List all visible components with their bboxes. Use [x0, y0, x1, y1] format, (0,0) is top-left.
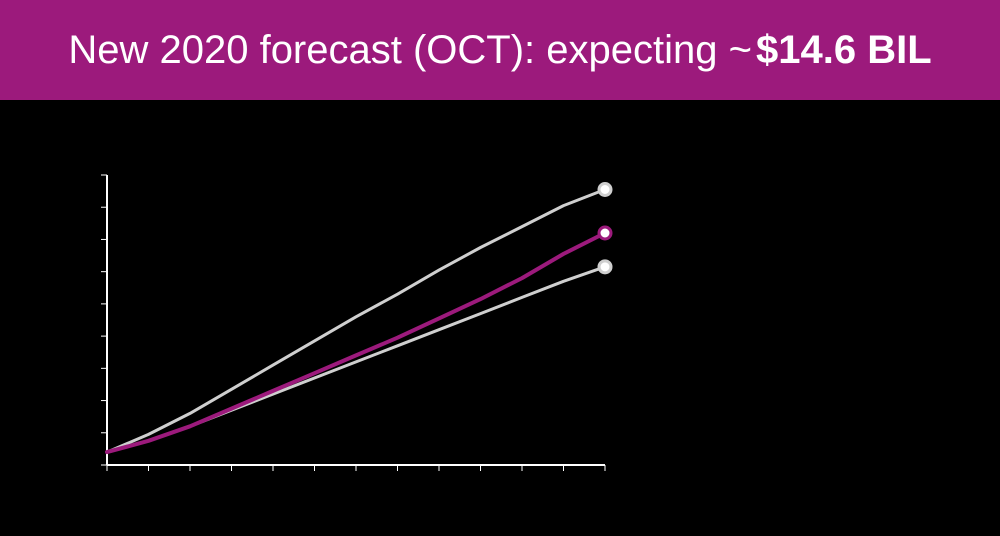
series-line-upper [105, 188, 607, 454]
series-endpoint-lower [597, 259, 613, 275]
series-line-lower [105, 265, 607, 454]
header-title-lead: New 2020 forecast (OCT): expecting ~ [68, 27, 752, 72]
series-endpoint-upper [597, 182, 613, 197]
series-line-forecast [105, 231, 607, 455]
series-endpoint-forecast [597, 225, 613, 241]
forecast-line-chart [101, 174, 613, 471]
header-banner: New 2020 forecast (OCT): expecting ~ $14.… [0, 0, 1000, 100]
header-title-amount: $14.6 BIL [755, 27, 932, 72]
